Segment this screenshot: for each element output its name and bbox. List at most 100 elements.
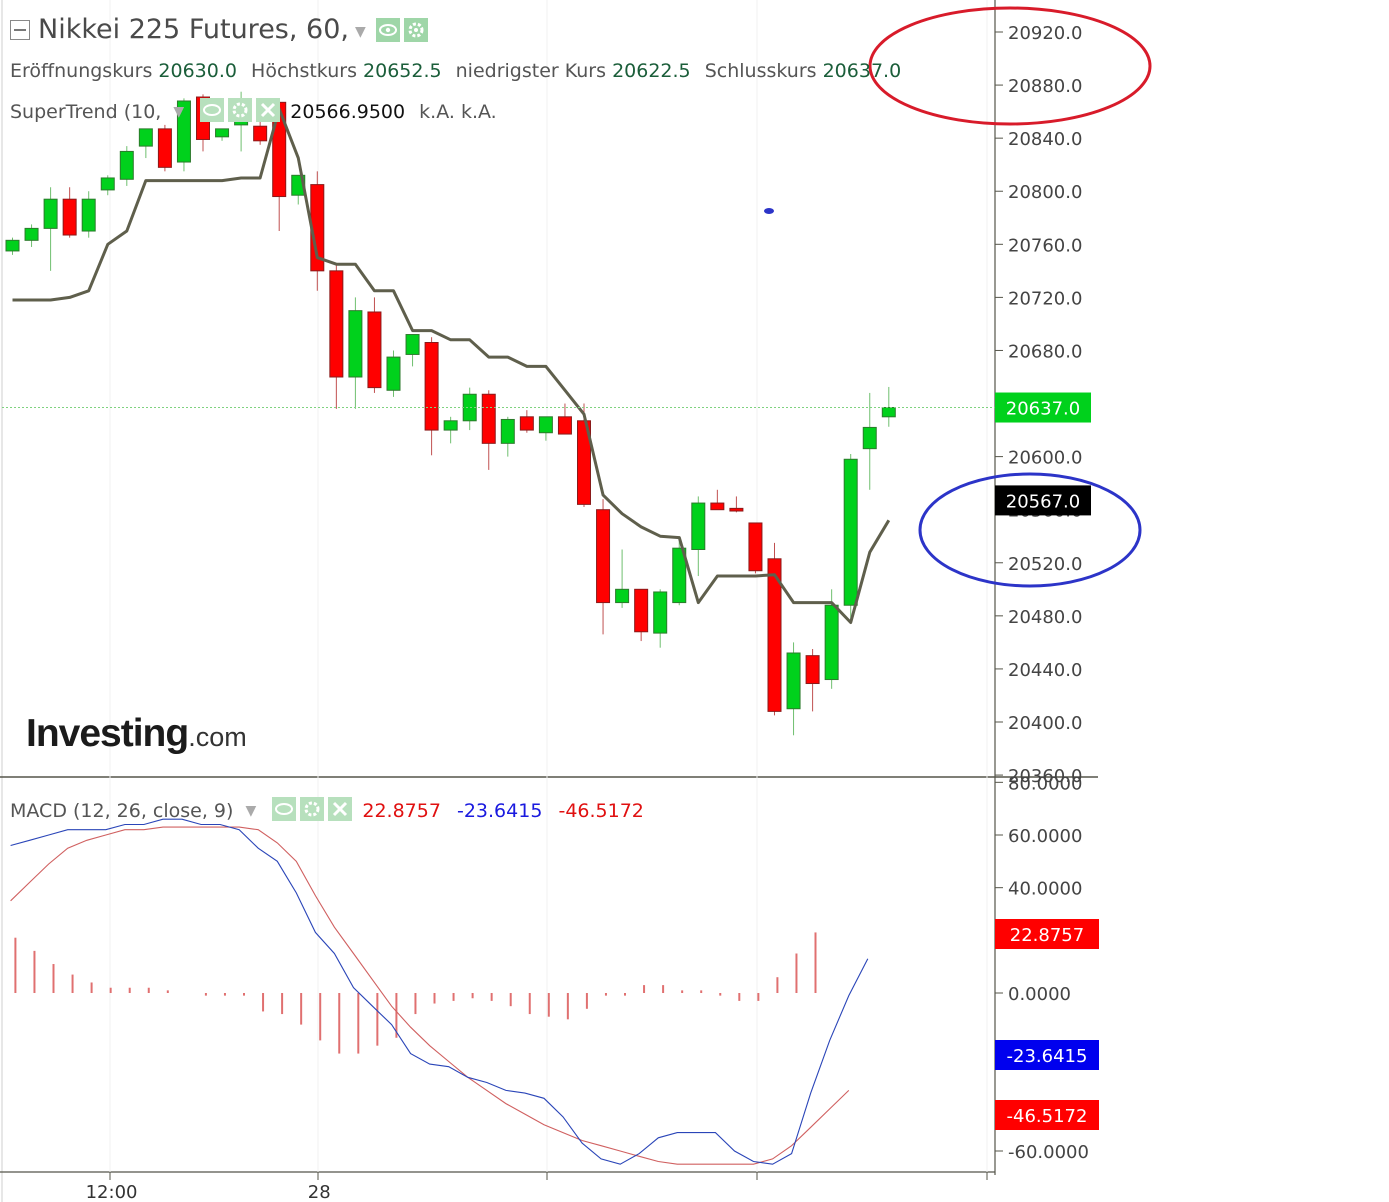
candle-body xyxy=(500,418,515,444)
price-tick-label: 20360.0 xyxy=(1008,766,1082,787)
candle xyxy=(253,116,268,145)
high-value: 20652.5 xyxy=(363,60,442,82)
macd-tick-label: 60.0000 xyxy=(1008,826,1082,847)
eye-icon[interactable] xyxy=(200,98,225,122)
price-tick-label: 20520.0 xyxy=(1008,554,1082,575)
candlesticks xyxy=(5,91,896,736)
macd-axis: 80.0000 60.0000 40.0000 0.0000 -60.0000 22.87… xyxy=(995,773,1099,1163)
candle-body xyxy=(405,334,420,355)
supertrend-na-1: k.A. xyxy=(419,101,455,123)
chevron-down-icon[interactable]: ▼ xyxy=(173,104,185,120)
close-icon[interactable] xyxy=(256,98,281,122)
candle xyxy=(386,350,401,397)
candle-body xyxy=(538,416,553,434)
candle-body xyxy=(786,652,801,710)
candle xyxy=(672,536,687,606)
candle xyxy=(653,589,668,648)
candle xyxy=(805,649,820,712)
eye-icon[interactable] xyxy=(375,18,400,42)
candle xyxy=(786,642,801,736)
macd-value-label: 22.8757 xyxy=(1010,925,1084,946)
candle-body xyxy=(138,128,153,147)
candle-body xyxy=(481,393,496,444)
candle xyxy=(519,410,534,433)
candle xyxy=(119,146,134,186)
supertrend-na-2: k.A. xyxy=(460,101,497,123)
price-axis: 20920.0 20880.0 20840.0 20800.0 20760.0 20720… xyxy=(995,23,1091,787)
candle-body xyxy=(348,310,363,378)
candle xyxy=(615,549,630,608)
chart-title: Nikkei 225 Futures, 60, xyxy=(38,14,349,45)
candle-body xyxy=(596,509,611,604)
candle-body xyxy=(157,128,172,168)
macd-value-box xyxy=(995,1040,1099,1070)
price-tick-label: 20840.0 xyxy=(1008,129,1082,150)
candle-body xyxy=(176,100,191,163)
supertrend-legend: SuperTrend (10, ▼ 20566.9500 k.A. k.A. xyxy=(10,98,497,123)
candle xyxy=(824,589,839,689)
candle xyxy=(843,453,858,623)
supertrend-path xyxy=(12,107,891,624)
candle xyxy=(577,403,591,508)
price-tick-label: 20400.0 xyxy=(1008,713,1082,734)
candle xyxy=(481,390,496,470)
candle xyxy=(5,237,20,255)
macd-label: MACD (12, 26, close, 9) xyxy=(10,800,234,822)
gear-icon[interactable] xyxy=(300,797,325,821)
gear-icon[interactable] xyxy=(403,18,428,42)
candle xyxy=(176,98,191,172)
candle xyxy=(862,392,877,490)
candle xyxy=(215,128,230,141)
candle-body xyxy=(424,342,439,431)
supertrend-price-box xyxy=(995,485,1091,516)
candle xyxy=(538,416,553,441)
candle xyxy=(62,187,77,238)
time-tick-label: 28 xyxy=(308,1182,331,1202)
candle xyxy=(729,496,744,513)
signal-line xyxy=(10,826,850,1165)
price-tick-label: 20600.0 xyxy=(1008,448,1082,469)
candle-body xyxy=(634,588,649,633)
candle xyxy=(767,542,782,716)
chevron-down-icon[interactable]: ▼ xyxy=(354,24,366,40)
candle-body xyxy=(824,604,839,681)
chevron-down-icon[interactable]: ▼ xyxy=(245,803,257,819)
macd-value-1: 22.8757 xyxy=(362,800,441,822)
close-icon[interactable] xyxy=(328,797,353,821)
supertrend-line xyxy=(2,107,995,624)
price-tick-label: 20800.0 xyxy=(1008,182,1082,203)
macd-value-label: -46.5172 xyxy=(1007,1106,1088,1127)
candle xyxy=(881,386,896,427)
candle-body xyxy=(881,407,896,418)
supertrend-label: SuperTrend (10, xyxy=(10,101,162,123)
last-price-box xyxy=(995,392,1091,423)
candle-body xyxy=(443,420,458,431)
collapse-icon[interactable] xyxy=(10,20,30,40)
candle-body xyxy=(710,502,725,511)
candle-body xyxy=(367,311,382,389)
ohlc-row: Eröffnungskurs 20630.0 Höchstkurs 20652.… xyxy=(10,60,909,82)
candle xyxy=(596,499,611,635)
gear-icon[interactable] xyxy=(228,98,253,122)
macd-tick-label: 0.0000 xyxy=(1008,984,1071,1005)
candle-body xyxy=(386,356,401,391)
candle-body xyxy=(81,198,96,232)
candle-body xyxy=(691,502,706,550)
open-label: Eröffnungskurs xyxy=(10,60,153,82)
low-value: 20622.5 xyxy=(612,60,691,82)
candle-body xyxy=(329,270,344,378)
macd-tick-label: 40.0000 xyxy=(1008,879,1082,900)
price-tick-label: 20480.0 xyxy=(1008,607,1082,628)
logo-suffix: .com xyxy=(188,722,247,752)
candle xyxy=(348,297,363,409)
candle-body xyxy=(729,507,744,512)
candle-body xyxy=(119,150,134,180)
eye-icon[interactable] xyxy=(272,797,297,821)
candle-body xyxy=(767,558,782,712)
blue-dot-annotation xyxy=(764,208,774,214)
candle-body xyxy=(215,128,230,138)
candle-body xyxy=(653,591,668,634)
time-axis: 12:00 28 xyxy=(86,1172,988,1202)
macd-tick-label: -60.0000 xyxy=(1008,1142,1089,1163)
macd-value-2: -23.6415 xyxy=(456,800,543,822)
